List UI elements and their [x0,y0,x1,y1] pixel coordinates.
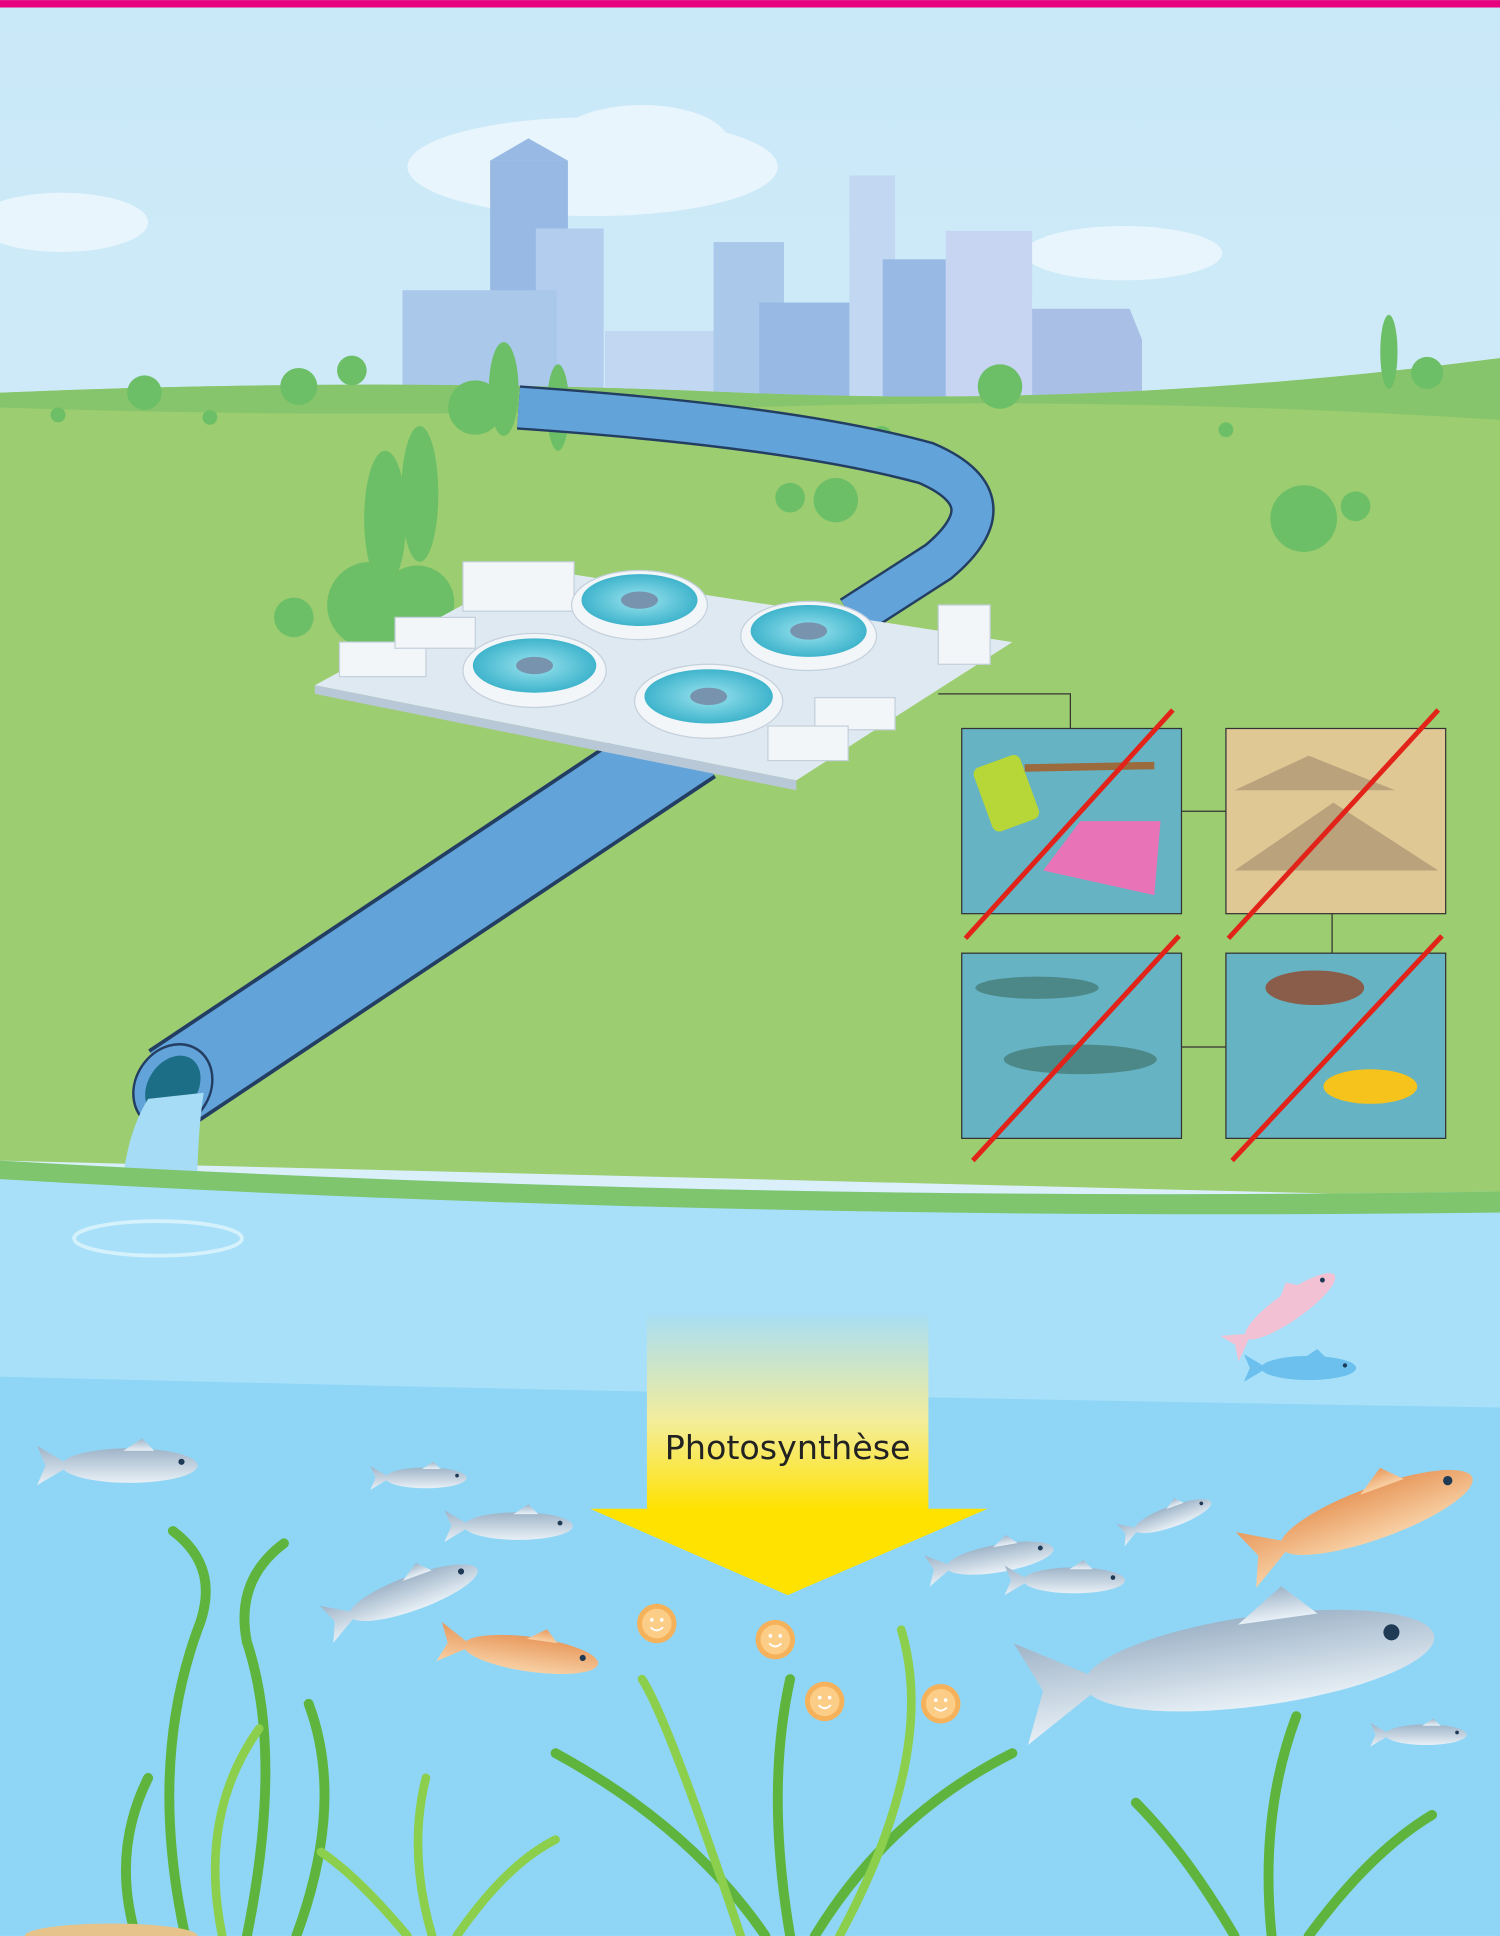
top-border [0,0,1500,8]
arrow-label: Photosynthèse [665,1428,911,1467]
far-field [0,358,1500,420]
trees [50,314,1444,649]
seaweed [121,1526,1438,1936]
ripple [72,1219,244,1258]
sand [24,1923,198,1936]
photosynthesis-arrow: Photosynthèse [590,1314,988,1596]
treatment-plant [314,561,1013,791]
bank [0,1160,1500,1215]
pollution-panels [938,693,1447,1163]
water-deep [0,1376,1500,1936]
